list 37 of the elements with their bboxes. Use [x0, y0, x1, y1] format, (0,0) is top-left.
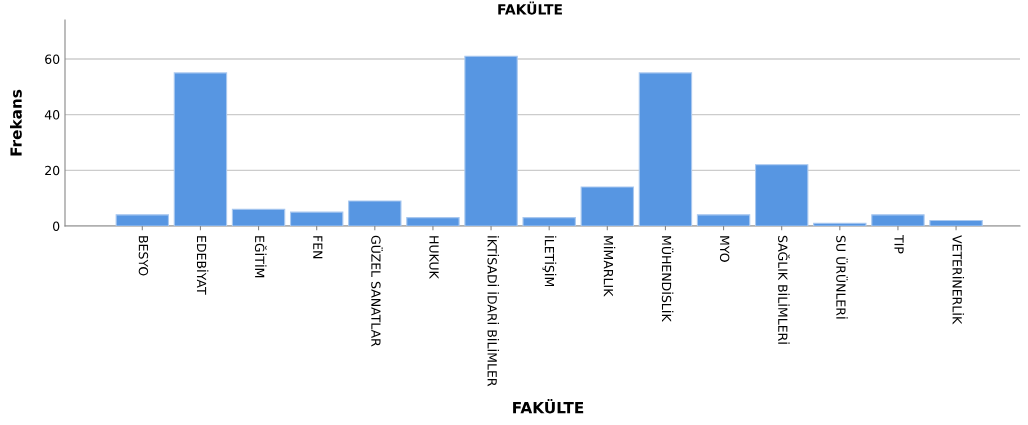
- x-tick-label: MYO: [719, 236, 730, 262]
- x-tick-label: HUKUK: [429, 236, 439, 280]
- x-tick-label: EĞİTİM: [254, 236, 267, 278]
- bar: [638, 72, 693, 226]
- y-tick-label: 20: [45, 165, 60, 176]
- bar: [871, 214, 925, 226]
- bar: [406, 217, 460, 226]
- bar: [231, 208, 286, 226]
- bar: [754, 164, 809, 226]
- y-tick-label: 60: [45, 54, 60, 64]
- x-tick-label: MÜHENDİSLİK: [661, 236, 674, 322]
- x-tick-label: MİMARLIK: [603, 236, 616, 297]
- x-tick-label: İLETİŞİM: [542, 236, 557, 287]
- y-tick-label: 40: [44, 110, 60, 120]
- bar: [696, 214, 751, 226]
- bar: [115, 214, 170, 226]
- x-tick-label: EDEBİYAT: [196, 236, 209, 295]
- y-axis-title: Frekans: [10, 89, 22, 156]
- x-tick-label: SU ÜRÜNLERİ: [836, 235, 848, 319]
- bar: [580, 186, 635, 226]
- chart-title: FAKÜLTE: [498, 1, 562, 15]
- x-tick-label: İKTİSADİ İDARİ BİLİMLER: [487, 236, 500, 387]
- bar: [929, 219, 983, 226]
- bar: [173, 72, 228, 226]
- x-tick-label: TIP: [894, 234, 904, 254]
- x-tick-label: FEN: [313, 236, 323, 259]
- bar: [289, 211, 344, 226]
- x-tick-label: BESYO: [138, 236, 149, 276]
- y-tick-label: 0: [53, 221, 60, 231]
- x-tick-label: GÜZEL SANATLAR: [371, 235, 383, 347]
- bar: [522, 217, 576, 226]
- bar: [348, 200, 402, 226]
- x-tick-label: SAĞLIK BİLİMLERİ: [778, 235, 790, 344]
- bar: [464, 55, 518, 226]
- x-tick-label: VETERİNERLİK: [952, 235, 965, 325]
- x-axis-title: FAKÜLTE: [513, 399, 584, 414]
- bar: [813, 222, 867, 226]
